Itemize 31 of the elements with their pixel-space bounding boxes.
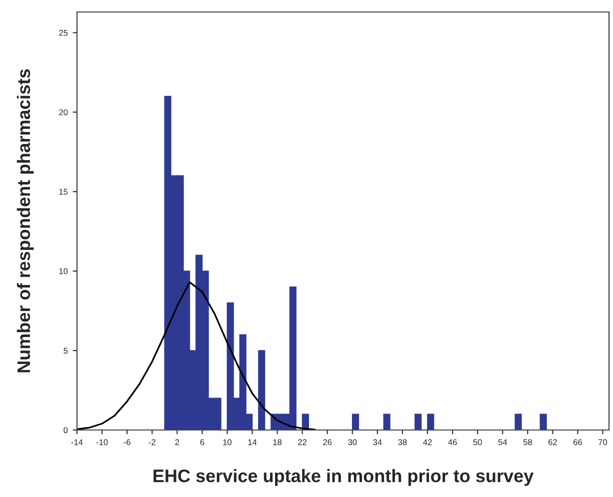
x-tick-label: 38 xyxy=(398,439,407,446)
x-tick-label: -2 xyxy=(148,439,156,446)
x-tick-label: 2 xyxy=(175,439,180,446)
x-tick-label: 70 xyxy=(598,439,608,446)
x-tick-label: 66 xyxy=(573,439,582,446)
x-tick-label: 6 xyxy=(200,439,204,446)
x-tick-label: 54 xyxy=(498,439,507,446)
x-tick-label: -6 xyxy=(124,439,130,446)
x-tick-label: 34 xyxy=(373,439,382,446)
x-tick-label: 62 xyxy=(548,439,557,446)
y-tick-label: 0 xyxy=(64,427,68,434)
x-tick-label: 58 xyxy=(523,439,532,446)
y-tick-label: 25 xyxy=(59,30,68,36)
x-tick-label: 26 xyxy=(323,439,332,446)
x-tick-label: 22 xyxy=(298,439,307,446)
y-axis-title: Number of respondent pharmacists xyxy=(16,69,34,372)
x-tick-label: 18 xyxy=(273,439,282,446)
line-series xyxy=(77,281,316,430)
y-tick-label: 20 xyxy=(59,109,68,116)
x-tick-label: 14 xyxy=(248,439,257,446)
y-tick-label: 5 xyxy=(64,348,68,354)
x-tick-label: 42 xyxy=(423,439,432,446)
x-tick-label: -10 xyxy=(96,439,108,446)
x-tick-label: 10 xyxy=(223,439,232,446)
y-tick-label: 15 xyxy=(59,188,68,195)
x-tick-label: 50 xyxy=(473,439,482,446)
x-tick-label: -14 xyxy=(71,439,83,446)
x-tick-label: 46 xyxy=(448,439,457,446)
y-tick-label: 10 xyxy=(59,268,68,274)
x-tick-label: 30 xyxy=(348,439,357,446)
x-axis-title: EHC service uptake in month prior to survey xyxy=(154,469,534,486)
